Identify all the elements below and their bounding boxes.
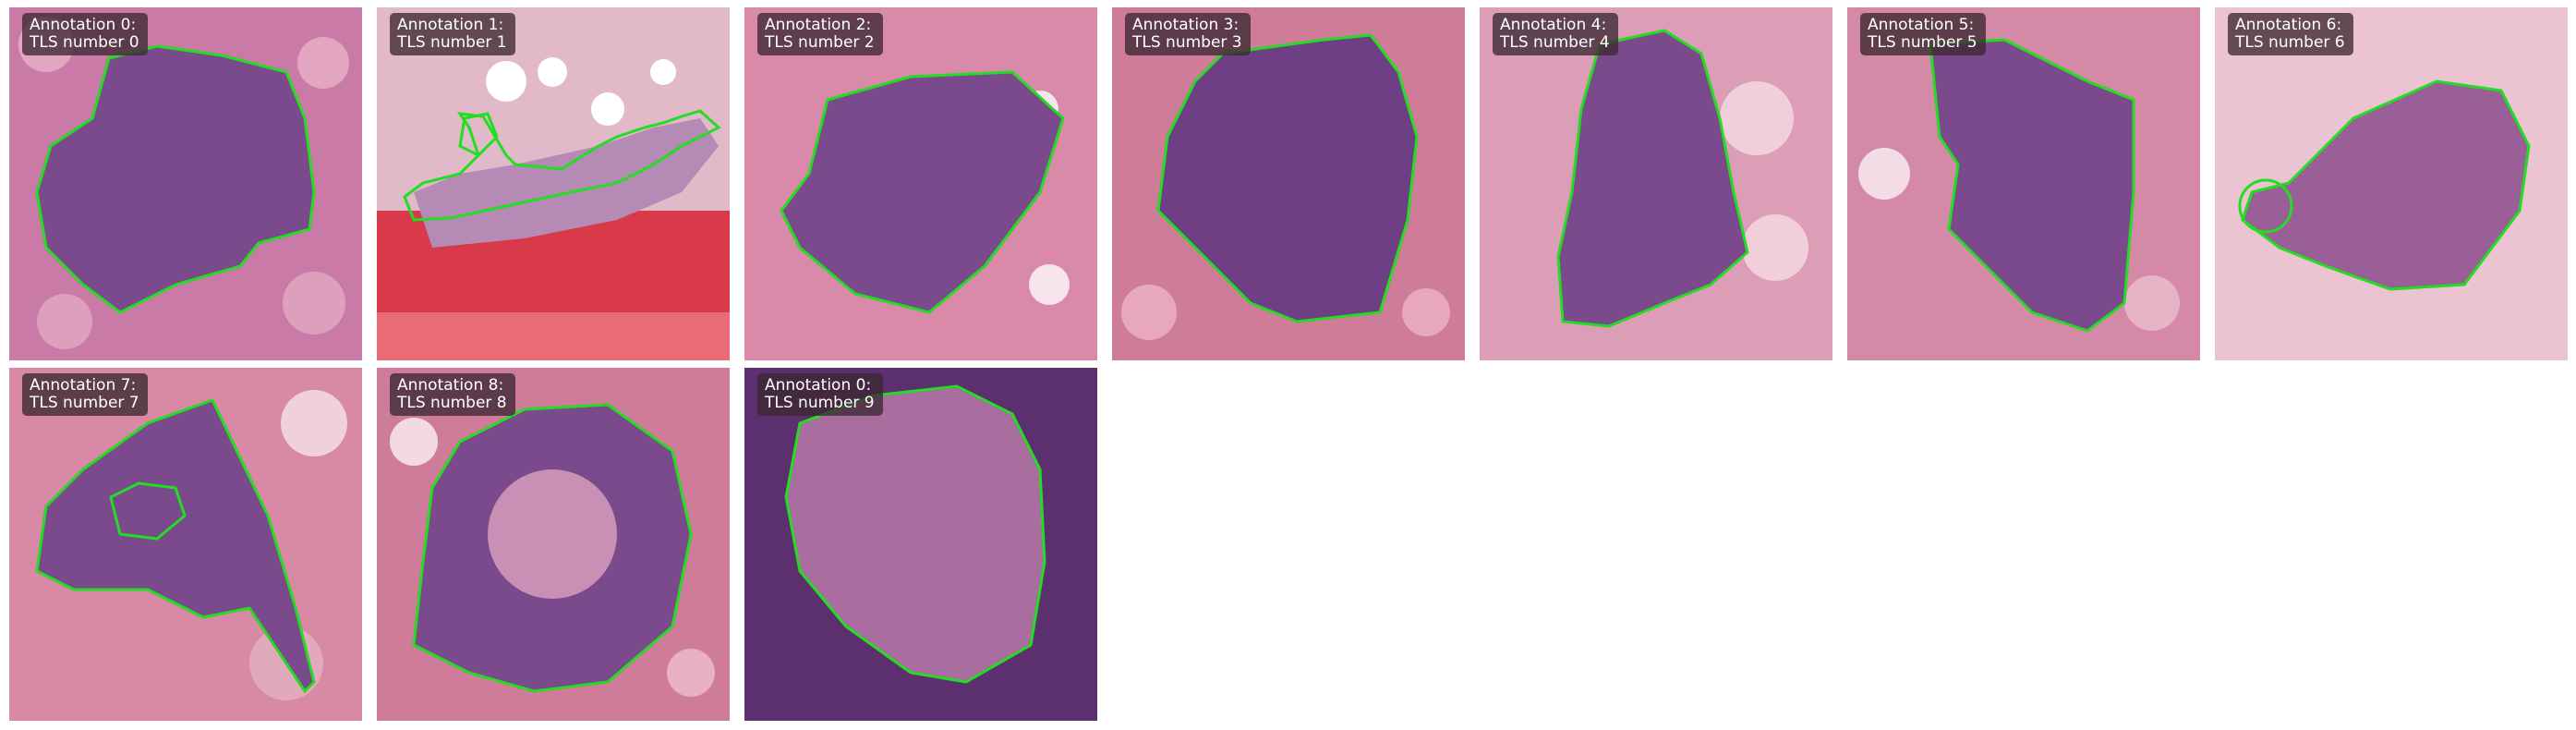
panel-label: Annotation 4: TLS number 4 xyxy=(1493,13,1618,55)
histology-image-4 xyxy=(1480,7,1832,360)
panel-label: Annotation 8: TLS number 8 xyxy=(390,373,515,416)
panel-label: Annotation 1: TLS number 1 xyxy=(390,13,515,55)
panel-label: Annotation 3: TLS number 3 xyxy=(1125,13,1251,55)
tls-panel-2: Annotation 2: TLS number 2 xyxy=(744,7,1097,360)
tls-panel-7: Annotation 7: TLS number 7 xyxy=(9,368,362,721)
panel-label: Annotation 6: TLS number 6 xyxy=(2228,13,2353,55)
tls-panel-9: Annotation 0: TLS number 9 xyxy=(744,368,1097,721)
tls-outline xyxy=(780,70,1065,314)
histology-image-9 xyxy=(744,368,1097,721)
tls-outline xyxy=(784,384,1046,684)
histology-image-8 xyxy=(377,368,730,721)
tls-outline xyxy=(35,398,316,694)
tls-panel-8: Annotation 8: TLS number 8 xyxy=(377,368,730,721)
panel-label: Annotation 2: TLS number 2 xyxy=(757,13,883,55)
tls-outline xyxy=(1556,29,1749,328)
tls-outline xyxy=(1929,38,2135,333)
histology-image-0 xyxy=(9,7,362,360)
tls-outline xyxy=(403,109,721,222)
tls-panel-0: Annotation 0: TLS number 0 xyxy=(9,7,362,360)
panel-label: Annotation 0: TLS number 0 xyxy=(22,13,148,55)
histology-image-1 xyxy=(377,7,730,360)
panel-label: Annotation 7: TLS number 7 xyxy=(22,373,148,416)
histology-image-6 xyxy=(2215,7,2568,360)
tls-outline xyxy=(2241,79,2531,291)
tls-panel-1: Annotation 1: TLS number 1 xyxy=(377,7,730,360)
tls-panel-6: Annotation 6: TLS number 6 xyxy=(2215,7,2568,360)
histology-image-5 xyxy=(1847,7,2200,360)
tls-outline xyxy=(35,44,316,314)
histology-image-3 xyxy=(1112,7,1465,360)
tls-outline xyxy=(1156,33,1419,323)
tls-panel-3: Annotation 3: TLS number 3 xyxy=(1112,7,1465,360)
histology-image-7 xyxy=(9,368,362,721)
tls-panel-4: Annotation 4: TLS number 4 xyxy=(1480,7,1832,360)
panel-label: Annotation 0: TLS number 9 xyxy=(757,373,883,416)
tls-panel-5: Annotation 5: TLS number 5 xyxy=(1847,7,2200,360)
panel-label: Annotation 5: TLS number 5 xyxy=(1860,13,1986,55)
histology-image-2 xyxy=(744,7,1097,360)
tls-outline xyxy=(412,403,693,693)
